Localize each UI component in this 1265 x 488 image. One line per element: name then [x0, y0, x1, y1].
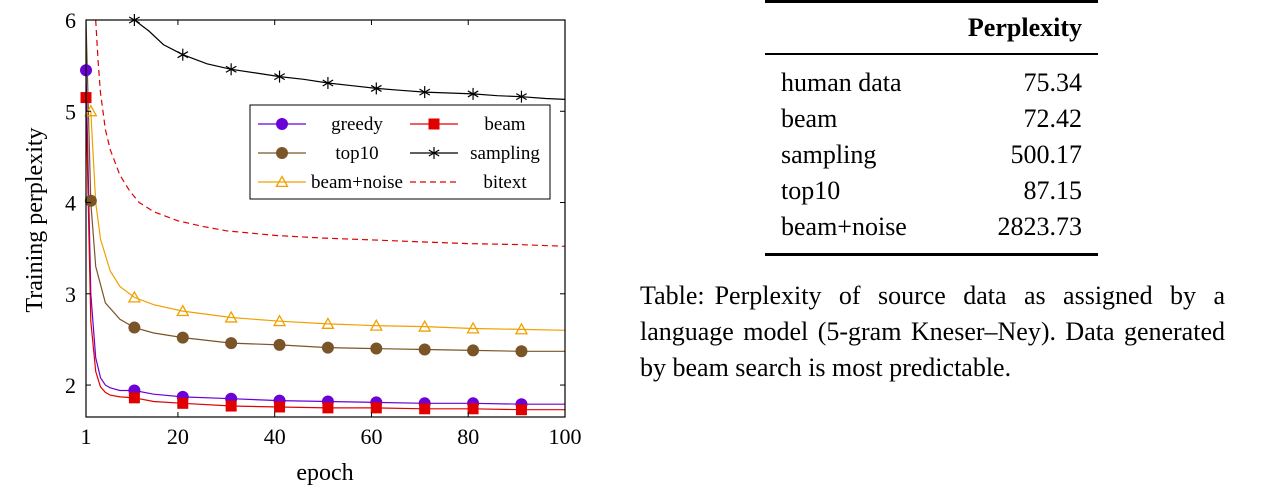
point-top10 — [418, 343, 431, 356]
point-beam-noise — [418, 319, 432, 332]
tick-layer: 1 20 40 60 80 100 2 3 4 5 6 — [65, 8, 582, 449]
legend-marker-sampling — [428, 147, 440, 159]
row-name: beam+noise — [781, 212, 907, 241]
perplexity-table: Perplexity human data 75.34 beam 72.42 s… — [765, 0, 1098, 256]
table-caption: Table: Perplexity of source data as assig… — [640, 278, 1225, 386]
legend-label-beam-noise: beam+noise — [311, 172, 403, 193]
row-name: sampling — [781, 140, 877, 169]
point-beam-noise — [466, 321, 480, 334]
point-sampling — [467, 87, 479, 100]
legend-box — [249, 104, 551, 200]
legend-label-top10: top10 — [335, 143, 378, 164]
table-row: human data 75.34 — [765, 54, 1098, 101]
point-top10 — [84, 194, 97, 207]
row-name: beam — [781, 104, 838, 133]
point-beam — [128, 392, 140, 404]
marker-layer — [80, 14, 529, 416]
x-tick-label: 1 — [81, 424, 92, 449]
point-beam-noise — [321, 317, 335, 329]
row-name: top10 — [781, 176, 841, 205]
table-row: sampling 500.17 — [765, 137, 1098, 173]
row-value: 72.42 — [1023, 104, 1083, 133]
point-beam-noise — [369, 318, 383, 331]
point-beam-noise — [224, 310, 238, 323]
legend-marker-beam-noise — [275, 175, 289, 188]
series-line-beam-noise — [90, 111, 565, 331]
row-value: 75.34 — [1023, 68, 1083, 97]
point-beam — [515, 404, 527, 416]
legend-label-greedy: greedy — [331, 114, 383, 135]
series-line-top10 — [86, 20, 565, 352]
row-value: 87.15 — [1023, 176, 1083, 205]
table-header-perplexity: Perplexity — [967, 13, 1082, 42]
x-tick-label: 60 — [360, 424, 382, 449]
legend-marker-top10 — [276, 147, 288, 159]
x-axis-title: epoch — [296, 460, 353, 486]
perplexity-table-container: Perplexity human data 75.34 beam 72.42 s… — [765, 0, 1098, 256]
point-beam — [370, 402, 382, 414]
point-top10 — [515, 345, 528, 358]
point-top10 — [176, 331, 189, 344]
legend-marker-greedy — [276, 118, 288, 130]
training-perplexity-chart: 1 20 40 60 80 100 2 3 4 5 6 epoch Training perplex… — [22, 8, 582, 486]
legend-label-beam: beam — [484, 114, 525, 135]
point-sampling — [177, 48, 189, 61]
point-beam — [419, 403, 431, 415]
series-line-greedy — [86, 70, 565, 405]
point-beam — [274, 401, 286, 413]
point-beam — [177, 397, 189, 409]
point-beam — [467, 403, 479, 415]
point-sampling — [419, 86, 431, 99]
point-top10 — [225, 337, 238, 350]
x-tick-label: 20 — [167, 424, 189, 449]
series-layer — [86, 20, 565, 411]
series-line-bitext — [95, 20, 565, 247]
point-sampling — [322, 76, 334, 89]
legend-label-sampling: sampling — [470, 143, 540, 164]
table-row: beam 72.42 — [765, 101, 1098, 137]
x-tick-label: 100 — [549, 424, 582, 449]
series-line-sampling — [134, 20, 565, 100]
x-tick-label: 80 — [457, 424, 479, 449]
table-row: top10 87.15 — [765, 173, 1098, 209]
y-tick-label: 5 — [65, 99, 76, 124]
y-tick-label: 4 — [65, 191, 76, 216]
series-line-beam — [86, 97, 565, 411]
table-row: beam+noise 2823.73 — [765, 209, 1098, 255]
y-tick-label: 2 — [65, 373, 76, 398]
point-top10 — [273, 338, 286, 351]
point-beam — [225, 400, 237, 412]
point-top10 — [467, 344, 480, 357]
caption-label: Table: — [640, 281, 705, 310]
point-top10 — [370, 342, 383, 355]
plot-frame — [85, 19, 566, 418]
row-value: 500.17 — [1010, 140, 1083, 169]
point-beam-noise — [514, 322, 529, 335]
y-axis-title: Training perplexity — [22, 127, 48, 312]
x-tick-label: 40 — [264, 424, 286, 449]
point-sampling — [515, 90, 527, 103]
table-header-empty — [765, 2, 938, 55]
point-top10 — [321, 341, 334, 354]
row-name: human data — [781, 68, 902, 97]
point-beam-noise — [176, 304, 190, 317]
point-sampling — [274, 70, 286, 83]
point-sampling — [225, 63, 237, 76]
legend-label-bitext: bitext — [483, 172, 527, 193]
caption-text: Perplexity of source data as assigned by… — [640, 281, 1225, 382]
point-top10 — [128, 321, 141, 334]
table-header-row: Perplexity — [765, 1, 1098, 55]
point-beam-noise — [272, 314, 287, 327]
row-value: 2823.73 — [997, 212, 1083, 241]
point-beam — [322, 402, 334, 414]
point-beam-noise — [84, 104, 98, 117]
point-beam-noise — [127, 290, 141, 303]
point-sampling — [370, 82, 382, 95]
y-tick-label: 3 — [65, 282, 76, 307]
legend: greedy beam top10 sampling beam+noise bitext — [249, 104, 551, 200]
y-tick-label: 6 — [65, 8, 76, 33]
legend-marker-beam — [428, 118, 440, 130]
